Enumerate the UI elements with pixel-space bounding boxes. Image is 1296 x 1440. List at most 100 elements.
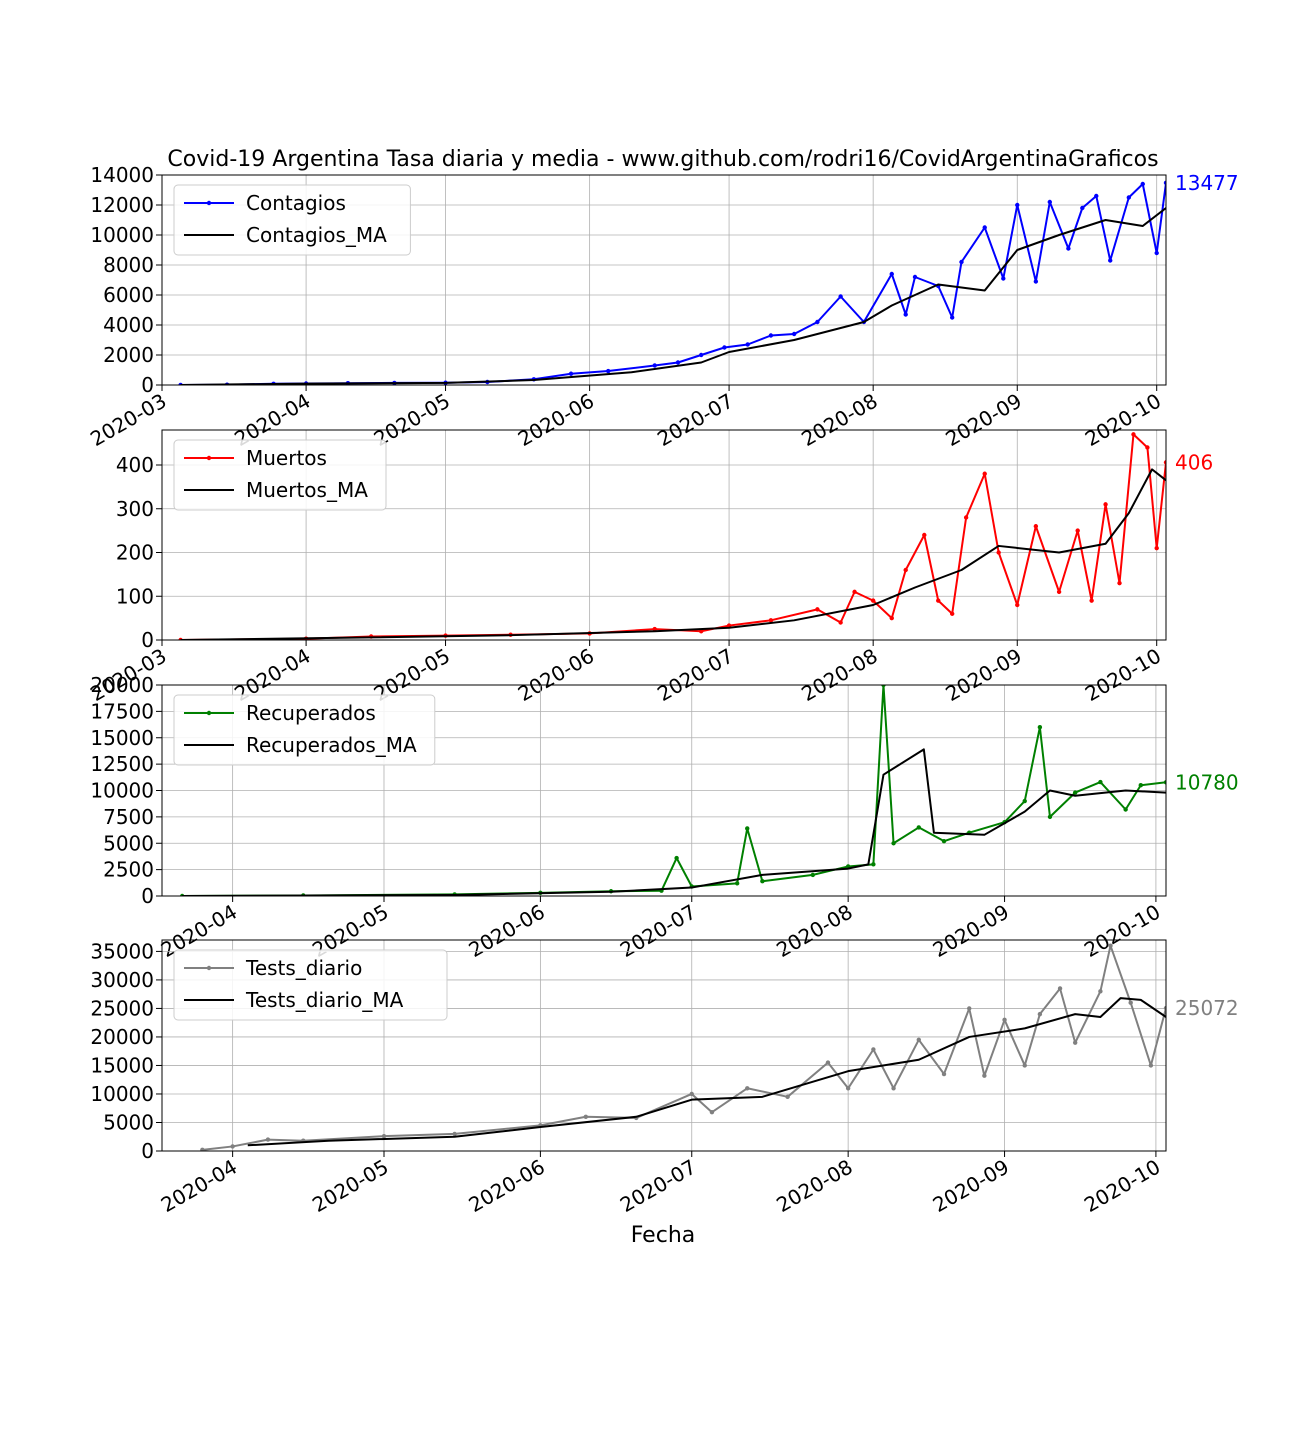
data-point-Contagios <box>982 225 987 230</box>
data-point-Tests_diario <box>1108 943 1113 948</box>
data-point-Contagios <box>1001 276 1006 281</box>
data-point-Recuperados <box>1098 779 1103 785</box>
x-axis-label: Fecha <box>631 1223 696 1248</box>
data-point-Recuperados <box>760 879 765 884</box>
y-tick-label: 0 <box>141 1139 154 1163</box>
data-point-Recuperados <box>871 862 876 867</box>
data-point-Contagios <box>949 315 955 320</box>
series-line-Recuperados_MA <box>182 748 1166 896</box>
data-point-Recuperados <box>1138 783 1143 788</box>
data-point-Tests_diario <box>825 1060 831 1065</box>
y-tick-label: 0 <box>141 373 154 397</box>
data-point-Tests_diario <box>1163 1005 1166 1011</box>
data-point-Muertos <box>982 471 987 476</box>
x-tick-label: 2020-09 <box>929 900 1013 963</box>
legend-marker <box>206 200 212 206</box>
x-tick-label: 2020-06 <box>514 389 598 452</box>
data-point-Recuperados <box>1022 798 1027 804</box>
y-tick-label: 10000 <box>90 779 154 803</box>
y-tick-label: 100 <box>116 584 154 608</box>
y-tick-label: 14000 <box>90 163 154 187</box>
x-tick-label: 2020-10 <box>1080 900 1164 963</box>
data-point-Muertos <box>1145 445 1150 450</box>
data-point-Tests_diario <box>745 1086 750 1091</box>
axes-frame <box>161 429 1167 641</box>
data-point-Contagios <box>722 345 727 350</box>
y-tick-label: 17500 <box>90 699 154 723</box>
x-tick-label: 2020-10 <box>1081 644 1165 707</box>
y-tick-label: 12000 <box>90 193 154 217</box>
data-point-Muertos <box>1075 528 1080 533</box>
y-tick-label: 2000 <box>103 343 154 367</box>
data-point-Muertos <box>1131 432 1136 437</box>
data-point-Recuperados <box>1163 780 1166 785</box>
x-tick-label: 2020-07 <box>653 389 737 452</box>
legend-marker <box>206 710 212 716</box>
data-point-Muertos <box>1103 502 1108 507</box>
data-point-Contagios <box>791 331 797 337</box>
x-tick-label: 2020-08 <box>772 900 856 963</box>
data-point-Contagios <box>652 363 657 368</box>
subplot-1: 0 2000 4000 6000 8000 10000 12000 14000 2020-03 2… <box>86 163 1239 451</box>
legend-label: Recuperados_MA <box>246 733 417 757</box>
legend-label: Muertos <box>246 446 327 470</box>
data-point-Tests_diario <box>1128 1000 1133 1005</box>
series-line-Tests_diario_MA <box>247 997 1166 1147</box>
last-value-label: 13477 <box>1175 171 1239 195</box>
y-tick-label: 35000 <box>90 939 154 963</box>
y-tick-label: 0 <box>141 628 154 652</box>
data-point-Contagios <box>1163 180 1166 186</box>
x-tick-label: 2020-08 <box>772 1155 856 1218</box>
data-point-Recuperados <box>916 825 921 830</box>
x-tick-label: 2020-07 <box>616 900 700 963</box>
data-point-Contagios <box>568 371 574 376</box>
legend-label: Tests_diario_MA <box>245 988 404 1012</box>
y-tick-label: 5000 <box>103 1110 154 1134</box>
data-point-Tests_diario <box>941 1071 947 1077</box>
axes-frame <box>161 684 1167 897</box>
data-point-Tests_diario <box>1002 1017 1007 1023</box>
last-value-label: 10780 <box>1175 770 1239 794</box>
y-tick-label: 200 <box>116 541 154 565</box>
data-point-Contagios <box>1015 202 1020 208</box>
data-point-Recuperados <box>1037 725 1043 730</box>
legend-label: Recuperados <box>246 701 376 725</box>
subplot-4: 0 5000 10000 15000 20000 25000 30000 35000 2020-… <box>90 939 1238 1217</box>
chart-title: Covid-19 Argentina Tasa diaria y media -… <box>167 147 1158 172</box>
data-point-Contagios <box>1033 279 1039 284</box>
series-group <box>178 180 1166 385</box>
data-point-Muertos <box>996 550 1001 555</box>
data-point-Recuperados <box>891 841 896 846</box>
data-point-Contagios <box>1126 195 1132 200</box>
series-group <box>178 432 1166 640</box>
data-point-Recuperados <box>1123 807 1128 812</box>
data-point-Recuperados <box>941 838 947 844</box>
data-point-Recuperados <box>810 872 816 878</box>
data-point-Muertos <box>1089 598 1094 603</box>
y-tick-label: 0 <box>141 884 154 908</box>
y-tick-label: 12500 <box>90 752 154 776</box>
axes-frame <box>161 174 1167 386</box>
data-point-Muertos <box>1163 460 1166 465</box>
series-group <box>200 943 1166 1151</box>
data-point-Tests_diario <box>1148 1063 1154 1068</box>
data-point-Tests_diario <box>1072 1040 1078 1045</box>
y-tick-label: 30000 <box>90 968 154 992</box>
data-point-Muertos <box>963 515 969 520</box>
legend-label: Muertos_MA <box>246 478 368 502</box>
data-point-Muertos <box>903 567 908 573</box>
y-tick-label: 300 <box>116 497 154 521</box>
data-point-Tests_diario <box>891 1086 896 1091</box>
legend-marker <box>206 455 212 461</box>
y-tick-label: 20000 <box>90 1025 154 1049</box>
last-value-label: 406 <box>1175 450 1213 474</box>
data-point-Contagios <box>745 342 750 347</box>
y-tick-label: 7500 <box>103 805 154 829</box>
y-tick-label: 10000 <box>90 223 154 247</box>
y-tick-label: 5000 <box>103 831 154 855</box>
data-point-Recuperados <box>674 855 679 861</box>
x-tick-label: 2020-04 <box>157 1155 241 1218</box>
data-point-Contagios <box>1140 181 1145 187</box>
